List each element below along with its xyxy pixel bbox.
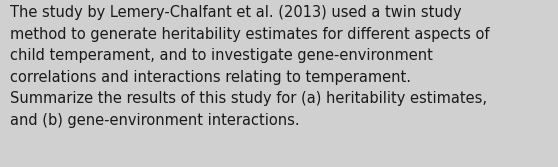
Text: The study by Lemery-Chalfant et al. (2013) used a twin study
method to generate : The study by Lemery-Chalfant et al. (201… [10,5,489,128]
